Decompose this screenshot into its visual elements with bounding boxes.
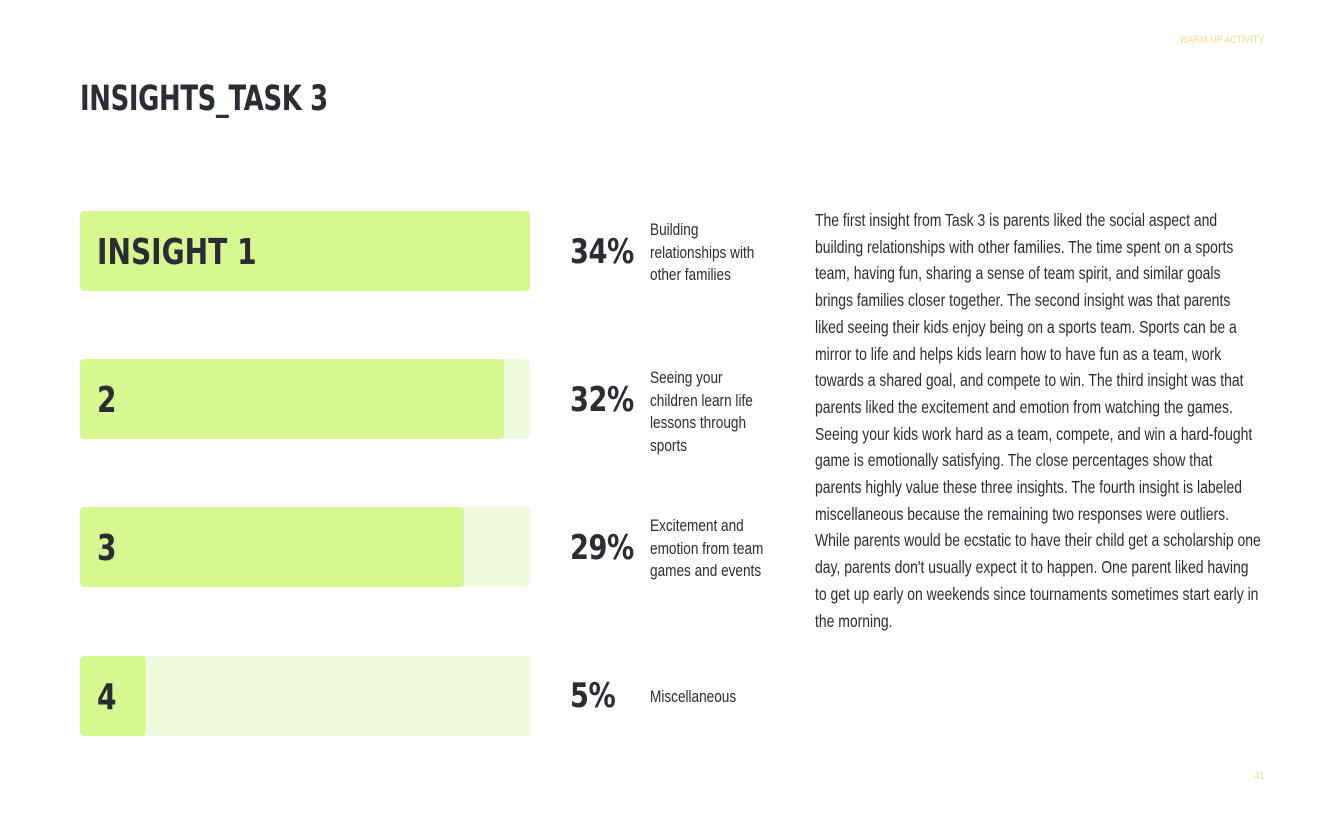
insight-percent-1: 34% [570,232,634,272]
insight-bar-fill-4 [80,656,146,736]
insight-bar-fill-1 [80,211,530,291]
insight-bar-4: 4 [80,656,530,736]
insight-percent-2: 32% [570,380,634,420]
insight-bar-label-2: 2 [97,380,117,421]
insight-bar-fill-3 [80,507,464,587]
insight-bar-label-3: 3 [97,528,117,569]
insight-bar-2: 2 [80,359,530,439]
insight-bar-label-1: INSIGHT 1 [97,232,257,273]
insight-description-4: Miscellaneous [650,687,737,706]
section-label: WARM-UP ACTIVITY [1179,34,1264,46]
insight-bar-1: INSIGHT 1 [80,211,530,291]
insights-body-text: The first insight from Task 3 is parents… [815,210,1261,631]
page-number: 41 [1254,770,1264,782]
insight-bar-3: 3 [80,507,530,587]
page-title: INSIGHTS_TASK 3 [80,79,328,119]
insight-bar-fill-2 [80,359,504,439]
insight-description-1: Building relationships with other famili… [650,220,755,284]
insight-percent-3: 29% [570,528,634,568]
insight-description-2: Seeing your children learn life lessons … [650,368,753,455]
insight-percent-4: 5% [570,676,616,716]
insight-description-3: Excitement and emotion from team games a… [650,516,764,580]
insight-bar-label-4: 4 [97,677,117,718]
